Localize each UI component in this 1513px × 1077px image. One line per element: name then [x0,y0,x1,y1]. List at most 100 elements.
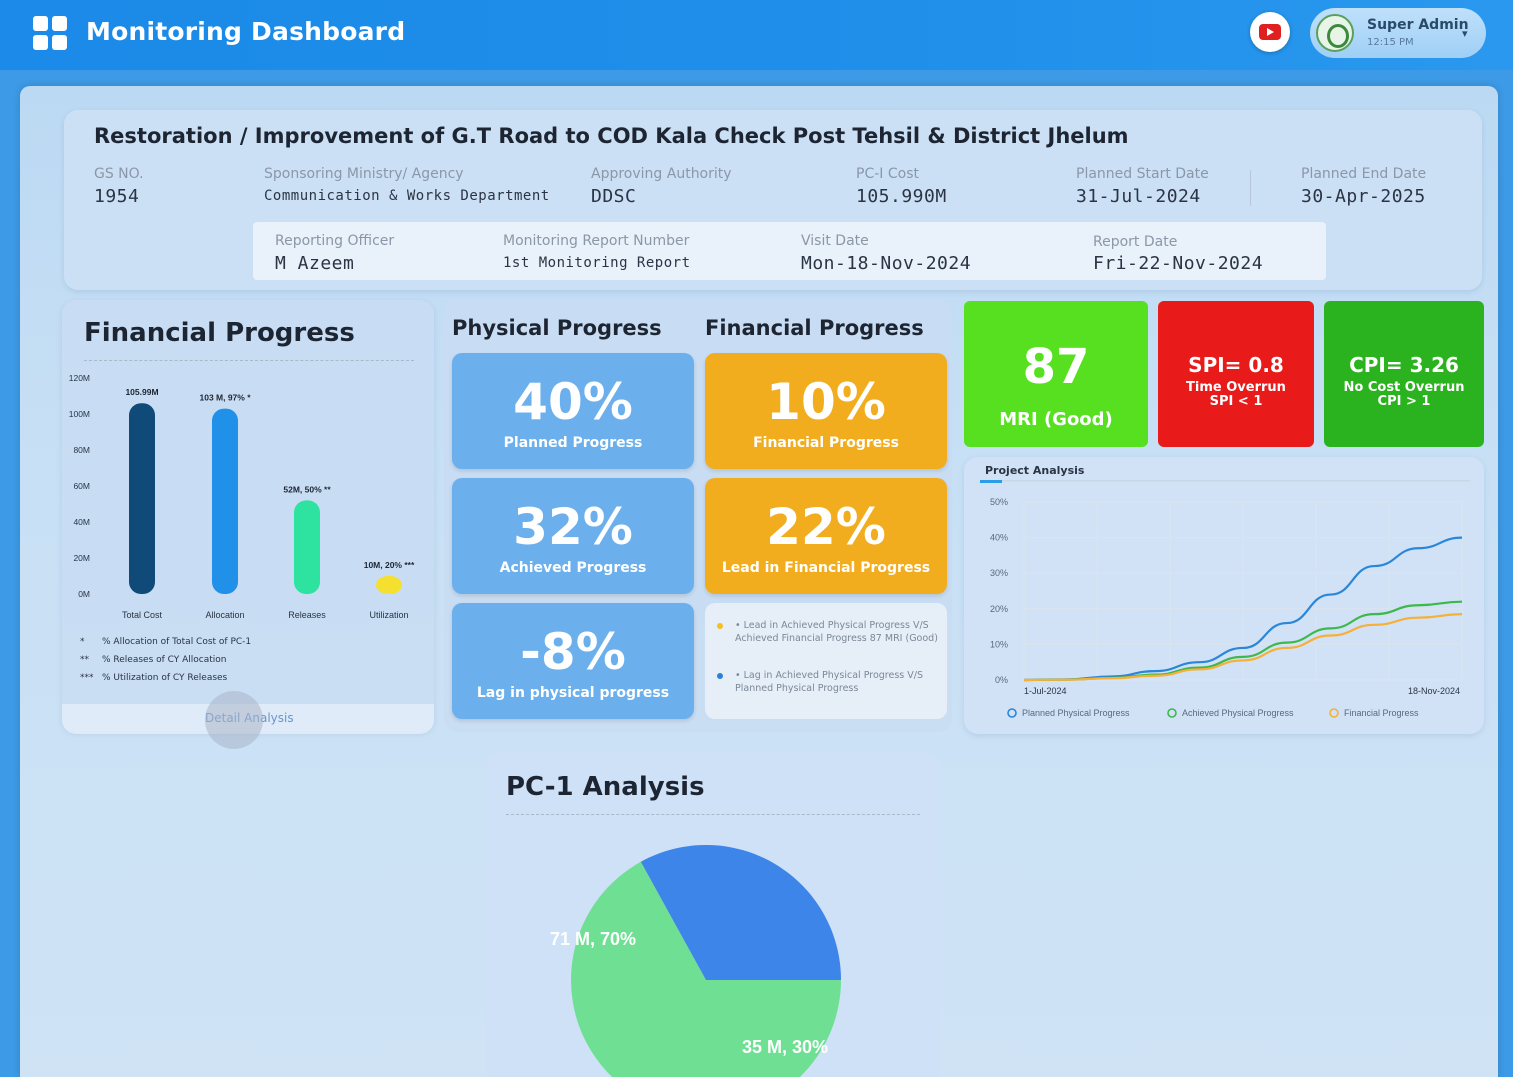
youtube-icon [1259,24,1281,40]
y-tick-label: 30% [990,568,1008,578]
y-tick-label: 40M [73,517,90,527]
authority-value: DDSC [591,186,637,207]
youtube-button[interactable] [1250,12,1290,52]
title-underline-accent [980,480,1002,483]
divider [506,814,920,815]
user-name: Super Admin [1367,17,1469,33]
pie-slice-2 [640,845,841,980]
spi-sub2: SPI < 1 [1209,394,1263,409]
bar-allocation [212,408,238,594]
bar-total-cost [129,403,155,594]
report-info-strip [253,222,1326,280]
report-number-value: 1st Monitoring Report [503,255,691,271]
cpi-tile[interactable]: CPI= 3.26 No Cost Overrun CPI > 1 [1324,301,1484,447]
bar-data-label: 105.99M [125,387,158,397]
planned-progress-label: Planned Progress [503,435,643,451]
ministry-label: Sponsoring Ministry/ Agency [264,166,464,182]
x-tick-label: Utilization [369,610,408,620]
x-tick-label: Total Cost [122,610,163,620]
mri-tile[interactable]: 87 MRI (Good) [964,301,1148,447]
spi-value: SPI= 0.8 [1188,353,1284,377]
gs-no-value: 1954 [94,186,140,207]
end-date-value: 30-Apr-2025 [1301,186,1426,207]
financial-progress-title-2: Financial Progress [705,316,924,340]
series-line-1 [1023,536,1463,682]
officer-value: M Azeem [275,253,355,274]
x-tick-label: Releases [288,610,326,620]
lag-progress-label: Lag in physical progress [476,685,670,701]
x-tick-label: 1-Jul-2024 [1024,686,1067,696]
pie-slice-1 [571,861,841,1077]
cpi-value: CPI= 3.26 [1349,353,1459,377]
x-tick-label: 18-Nov-2024 [1408,686,1460,696]
legend-label: Planned Physical Progress [1022,708,1130,718]
authority-label: Approving Authority [591,166,732,182]
achieved-progress-label: Achieved Progress [499,560,647,576]
y-tick-label: 40% [990,533,1008,543]
y-tick-label: 50% [990,497,1008,507]
series-line-3 [1023,613,1463,682]
user-menu[interactable]: Super Admin 12:15 PM ▾ [1310,8,1486,58]
cpi-sub1: No Cost Overrun [1343,380,1465,395]
divider [1250,170,1251,206]
divider [84,360,414,361]
ministry-value: Communication & Works Department [264,188,550,204]
bar-data-label: 10M, 20% *** [364,560,415,570]
financial-progress-title: Financial Progress [84,318,355,348]
cost-value: 105.990M [856,186,947,207]
project-analysis-card [964,457,1484,734]
lead-financial-label: Lead in Financial Progress [721,560,931,576]
progress-legend: • Lead in Achieved Physical Progress V/S… [705,603,947,719]
achieved-progress-tile[interactable]: 32% Achieved Progress [452,478,694,594]
spi-tile[interactable]: SPI= 0.8 Time Overrun SPI < 1 [1158,301,1314,447]
cpi-sub2: CPI > 1 [1377,394,1431,409]
legend-marker [1167,708,1177,718]
project-title: Restoration / Improvement of G.T Road to… [94,124,1129,148]
legend-item-lag: • Lag in Achieved Physical Progress V/S … [717,669,939,695]
legend-label: Financial Progress [1344,708,1419,718]
legend-marker [1329,708,1339,718]
lag-progress-tile[interactable]: -8% Lag in physical progress [452,603,694,719]
y-tick-label: 120M [69,373,90,383]
top-bar: Monitoring Dashboard Super Admin 12:15 P… [0,0,1513,70]
financial-progress-label: Financial Progress [753,435,899,451]
avatar [1316,14,1354,52]
yellow-dot-icon [717,623,723,629]
y-tick-label: 0M [78,589,90,599]
y-tick-label: 10% [990,639,1008,649]
app-grid-icon[interactable] [33,16,67,50]
lag-progress-value: -8% [520,623,626,681]
report-date-value: Fri-22-Nov-2024 [1093,253,1264,274]
start-date-value: 31-Jul-2024 [1076,186,1201,207]
physical-progress-title: Physical Progress [452,316,662,340]
planned-progress-tile[interactable]: 40% Planned Progress [452,353,694,469]
pc1-pie-chart: 71 M, 70% 35 M, 30% [550,845,841,1077]
bar-utilization [376,576,402,594]
y-tick-label: 80M [73,445,90,455]
bar-releases [294,500,320,594]
report-date-label: Report Date [1093,234,1178,250]
bar-data-label: 103 M, 97% * [199,393,251,403]
planned-progress-value: 40% [513,373,633,431]
legend-label: Achieved Physical Progress [1182,708,1294,718]
y-tick-label: 20% [990,604,1008,614]
note-releases: **% Releases of CY Allocation [80,655,227,665]
y-tick-label: 20M [73,553,90,563]
achieved-progress-value: 32% [513,498,633,556]
legend-item-lead: • Lead in Achieved Physical Progress V/S… [717,619,939,645]
y-tick-label: 0% [995,675,1008,685]
blue-dot-icon [717,673,723,679]
gs-no-label: GS NO. [94,166,144,182]
financial-progress-tile[interactable]: 10% Financial Progress [705,353,947,469]
financial-bar-chart: 0M 20M 40M 60M 80M 100M 120M 105.99M Total Cost 1… [69,373,415,620]
mri-label: MRI (Good) [999,409,1113,430]
visit-date-value: Mon-18-Nov-2024 [801,253,972,274]
title-underline [980,480,1470,482]
y-tick-label: 100M [69,409,90,419]
chevron-down-icon: ▾ [1462,27,1468,40]
financial-progress-value: 10% [766,373,886,431]
legend-marker [1007,708,1017,718]
lead-financial-tile[interactable]: 22% Lead in Financial Progress [705,478,947,594]
report-number-label: Monitoring Report Number [503,233,690,249]
note-utilization: ***% Utilization of CY Releases [80,673,228,683]
